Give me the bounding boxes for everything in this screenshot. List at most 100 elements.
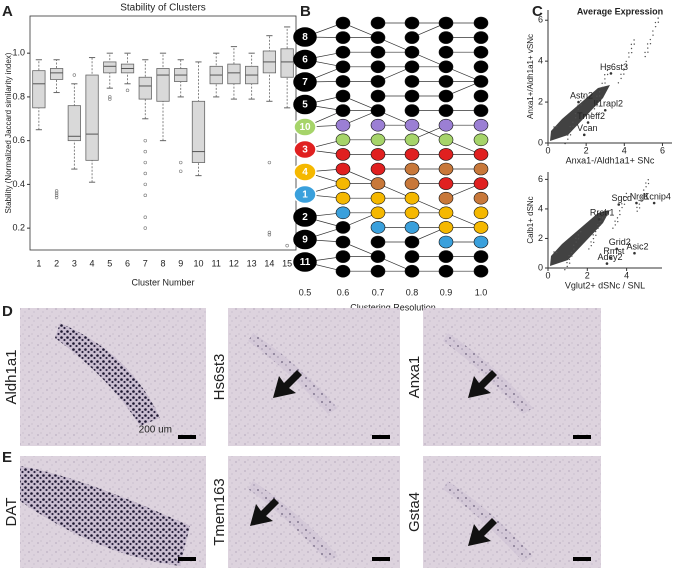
gene-label: Vcan: [577, 123, 598, 133]
cloud-dot: [644, 55, 646, 58]
gene-label: Rmst: [603, 246, 624, 256]
cluster-node: [473, 133, 489, 147]
cluster-node: [293, 184, 317, 205]
cluster-node: [473, 60, 489, 74]
cloud-dot: [590, 241, 592, 243]
cloud-dot: [553, 251, 555, 253]
y-tick-label: 4: [538, 203, 543, 213]
cluster-node: [370, 162, 386, 176]
outlier: [267, 230, 272, 235]
cloud-dot: [654, 21, 657, 24]
outlier: [143, 182, 147, 187]
cluster-node: [438, 89, 454, 103]
cluster-node: [404, 206, 420, 220]
cluster-node: [335, 118, 351, 132]
image-label: Anxa1: [406, 356, 423, 399]
cluster-node: [293, 162, 317, 182]
cloud-dot: [571, 255, 573, 257]
cluster-node: [370, 191, 386, 205]
cloud-dot: [630, 51, 633, 54]
arrow: [468, 370, 497, 398]
x-tick-label: 6: [125, 258, 130, 268]
cluster-node: [438, 191, 454, 205]
gene-point: [577, 100, 580, 104]
panel-letter: E: [2, 449, 12, 466]
cluster-node: [473, 16, 489, 30]
x-tick-label: 9: [178, 258, 183, 268]
cloud-dot: [630, 47, 633, 50]
gene-label: Nrg1: [630, 191, 650, 201]
x-axis-label: Anxa1-/Aldh1a1+ SNc: [566, 155, 655, 165]
x-tick-label: 2: [585, 270, 590, 280]
cluster-node: [335, 16, 351, 30]
stain-band: [248, 481, 338, 562]
cluster-label: 8: [302, 32, 308, 43]
cloud-dot: [645, 186, 647, 188]
cluster-node: [404, 75, 420, 88]
cluster-node: [335, 191, 351, 205]
x-tick-label: 8: [160, 258, 165, 268]
cloud-dot: [642, 189, 645, 191]
cluster-node: [473, 148, 489, 161]
micrograph: [423, 456, 601, 568]
x-tick-label: 0: [545, 270, 550, 280]
gene-point: [609, 256, 613, 259]
cloud-dot: [604, 74, 606, 76]
cloud-dot: [638, 203, 641, 205]
cloud-dot: [628, 52, 630, 54]
cloud-dot: [596, 103, 598, 106]
cluster-node: [473, 191, 489, 205]
cloud-dot: [630, 43, 633, 46]
cluster-node: [404, 177, 420, 190]
cloud-dot: [577, 238, 580, 240]
cluster-node: [473, 75, 489, 88]
cluster-node: [370, 31, 386, 44]
cloud-dot: [553, 126, 555, 128]
cluster-node: [473, 250, 489, 263]
cluster-node: [438, 60, 454, 74]
cloud-dot: [593, 241, 595, 244]
cloud-dot: [564, 269, 566, 271]
panel-letter: C: [532, 3, 543, 20]
x-tick-label: 3: [72, 258, 77, 268]
cluster-node: [404, 235, 420, 249]
x-tick-label: 1: [36, 258, 41, 268]
cluster-node: [473, 89, 489, 103]
outlier: [285, 243, 289, 248]
outlier: [125, 88, 130, 93]
arrow: [250, 498, 279, 526]
cloud-dot: [597, 223, 599, 226]
resolution-label: 1.0: [475, 287, 488, 297]
cluster-node: [473, 177, 489, 190]
gene-point: [652, 201, 656, 205]
x-tick-label: 13: [247, 258, 257, 268]
cloud-dot: [625, 64, 628, 67]
cluster-node: [293, 94, 317, 115]
outlier: [143, 215, 147, 219]
gene-point: [586, 121, 590, 124]
cloud-dot: [647, 179, 649, 181]
cluster-node: [473, 45, 489, 59]
gene-label: Sgcd: [612, 193, 633, 203]
cluster-node: [293, 139, 317, 160]
gene-point: [597, 217, 601, 221]
cluster-node: [335, 235, 351, 249]
y-tick-label: 0.2: [12, 223, 25, 233]
cluster-node: [370, 89, 386, 103]
cluster-node: [404, 191, 420, 205]
scale-bar: [372, 557, 390, 561]
arrow: [273, 370, 302, 398]
cluster-label: 2: [302, 212, 308, 223]
cluster-node: [404, 45, 420, 59]
cloud-dot: [573, 248, 575, 250]
x-tick-label: 4: [622, 145, 627, 155]
cloud-dot: [623, 199, 625, 202]
cloud-dot: [593, 108, 596, 110]
cluster-node: [473, 104, 489, 117]
outlier: [179, 160, 183, 165]
cluster-node: [473, 118, 489, 132]
cloud-dot: [638, 207, 641, 209]
cloud-dot: [568, 254, 570, 257]
